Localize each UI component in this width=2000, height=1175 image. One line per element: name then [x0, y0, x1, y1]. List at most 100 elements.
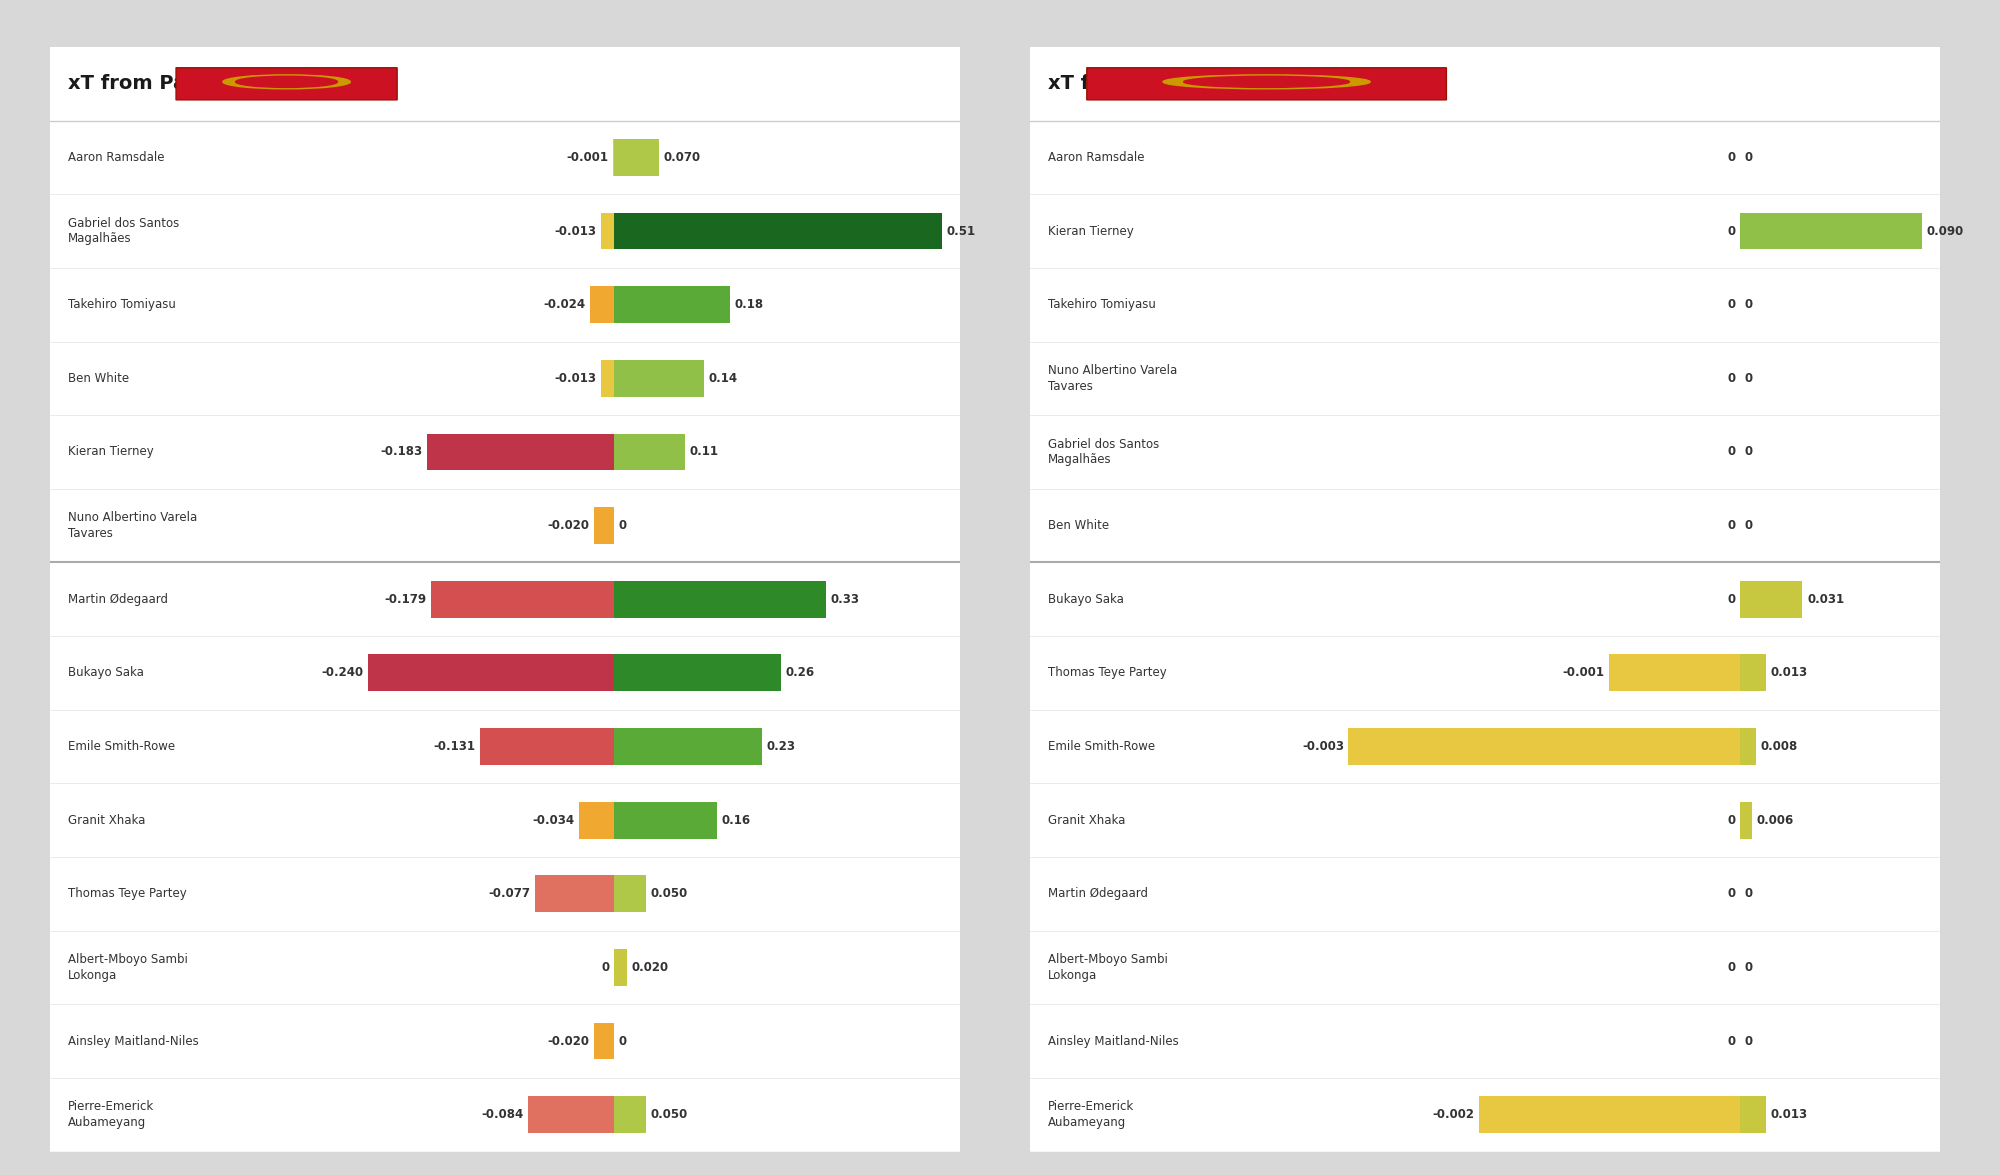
Text: 0: 0	[1744, 961, 1752, 974]
FancyBboxPatch shape	[50, 47, 960, 1152]
Text: -0.013: -0.013	[554, 224, 596, 237]
Text: -0.131: -0.131	[434, 740, 476, 753]
FancyBboxPatch shape	[614, 213, 942, 249]
Text: 0: 0	[1728, 371, 1736, 385]
Bar	[50, 636, 960, 710]
Text: -0.001: -0.001	[1562, 666, 1604, 679]
FancyBboxPatch shape	[480, 728, 614, 765]
Bar	[1030, 194, 1940, 268]
Text: 0.51: 0.51	[946, 224, 976, 237]
Text: -0.020: -0.020	[548, 519, 590, 532]
Text: Pierre-Emerick
Aubameyang: Pierre-Emerick Aubameyang	[1048, 1101, 1134, 1129]
Bar	[1030, 342, 1940, 415]
Text: 0: 0	[1744, 887, 1752, 900]
Text: 0.050: 0.050	[650, 887, 688, 900]
Bar	[50, 47, 960, 121]
Text: -0.001: -0.001	[566, 150, 608, 165]
Bar	[1030, 268, 1940, 342]
Bar	[1030, 563, 1940, 636]
Bar	[50, 415, 960, 489]
FancyBboxPatch shape	[614, 654, 782, 691]
FancyBboxPatch shape	[600, 213, 614, 249]
FancyBboxPatch shape	[1478, 1096, 1740, 1133]
Text: Martin Ødegaard: Martin Ødegaard	[68, 592, 168, 606]
FancyBboxPatch shape	[614, 139, 660, 176]
Text: Takehiro Tomiyasu: Takehiro Tomiyasu	[68, 298, 176, 311]
Text: Granit Xhaka: Granit Xhaka	[1048, 813, 1126, 827]
Text: Aaron Ramsdale: Aaron Ramsdale	[1048, 150, 1144, 165]
FancyBboxPatch shape	[430, 580, 614, 618]
Text: Ben White: Ben White	[1048, 519, 1110, 532]
Text: 0: 0	[1728, 150, 1736, 165]
Text: -0.179: -0.179	[384, 592, 426, 606]
FancyBboxPatch shape	[614, 360, 704, 397]
Text: Takehiro Tomiyasu: Takehiro Tomiyasu	[1048, 298, 1156, 311]
FancyBboxPatch shape	[1740, 801, 1752, 839]
Text: Martin Ødegaard: Martin Ødegaard	[1048, 887, 1148, 900]
Text: xT from Dribbles: xT from Dribbles	[1048, 74, 1232, 93]
Text: 0.008: 0.008	[1760, 740, 1798, 753]
Text: 0: 0	[1744, 445, 1752, 458]
Text: Ainsley Maitland-Niles: Ainsley Maitland-Niles	[1048, 1034, 1178, 1048]
Text: Bukayo Saka: Bukayo Saka	[1048, 592, 1124, 606]
FancyBboxPatch shape	[1740, 213, 1922, 249]
FancyBboxPatch shape	[614, 949, 628, 986]
Text: Emile Smith-Rowe: Emile Smith-Rowe	[68, 740, 176, 753]
Text: Kieran Tierney: Kieran Tierney	[1048, 224, 1134, 237]
Text: 0: 0	[1744, 371, 1752, 385]
FancyBboxPatch shape	[580, 801, 614, 839]
Text: -0.013: -0.013	[554, 371, 596, 385]
Bar	[50, 342, 960, 415]
Text: 0.013: 0.013	[1770, 1108, 1808, 1121]
FancyBboxPatch shape	[426, 434, 614, 470]
Circle shape	[1162, 75, 1370, 89]
Bar	[1030, 415, 1940, 489]
Text: Bukayo Saka: Bukayo Saka	[68, 666, 144, 679]
Bar	[1030, 489, 1940, 563]
FancyBboxPatch shape	[1740, 728, 1756, 765]
Bar	[1030, 710, 1940, 784]
Text: 0.11: 0.11	[690, 445, 718, 458]
Text: 0.18: 0.18	[734, 298, 764, 311]
Text: Kieran Tierney: Kieran Tierney	[68, 445, 154, 458]
FancyBboxPatch shape	[1610, 654, 1740, 691]
Text: 0: 0	[1744, 519, 1752, 532]
FancyBboxPatch shape	[1740, 1096, 1766, 1133]
Text: -0.020: -0.020	[548, 1034, 590, 1048]
Text: 0.006: 0.006	[1756, 813, 1794, 827]
FancyBboxPatch shape	[594, 1022, 614, 1060]
Bar	[50, 268, 960, 342]
Text: 0.16: 0.16	[722, 813, 750, 827]
Bar	[50, 563, 960, 636]
Bar	[50, 1005, 960, 1077]
Text: 0.013: 0.013	[1770, 666, 1808, 679]
Text: Ben White: Ben White	[68, 371, 130, 385]
Text: -0.084: -0.084	[482, 1108, 524, 1121]
Text: Thomas Teye Partey: Thomas Teye Partey	[1048, 666, 1166, 679]
Text: 0: 0	[1728, 813, 1736, 827]
FancyBboxPatch shape	[590, 287, 614, 323]
Text: Gabriel dos Santos
Magalhães: Gabriel dos Santos Magalhães	[68, 217, 180, 246]
Bar	[1030, 784, 1940, 857]
Bar	[1030, 1077, 1940, 1152]
Bar	[50, 121, 960, 194]
Text: 0: 0	[1744, 298, 1752, 311]
Text: -0.002: -0.002	[1432, 1108, 1474, 1121]
FancyBboxPatch shape	[1740, 654, 1766, 691]
Text: 0: 0	[1728, 961, 1736, 974]
Bar	[50, 857, 960, 931]
Text: 0.23: 0.23	[766, 740, 796, 753]
Text: -0.003: -0.003	[1302, 740, 1344, 753]
Circle shape	[222, 75, 350, 89]
Text: Albert-Mboyo Sambi
Lokonga: Albert-Mboyo Sambi Lokonga	[1048, 953, 1168, 981]
Text: 0: 0	[1744, 150, 1752, 165]
Bar	[1030, 1005, 1940, 1077]
Bar	[1030, 47, 1940, 121]
Text: -0.077: -0.077	[488, 887, 530, 900]
Text: Gabriel dos Santos
Magalhães: Gabriel dos Santos Magalhães	[1048, 438, 1160, 466]
FancyBboxPatch shape	[1740, 580, 1802, 618]
Bar	[50, 194, 960, 268]
Text: 0: 0	[1728, 887, 1736, 900]
Bar	[50, 931, 960, 1005]
Text: -0.183: -0.183	[380, 445, 422, 458]
